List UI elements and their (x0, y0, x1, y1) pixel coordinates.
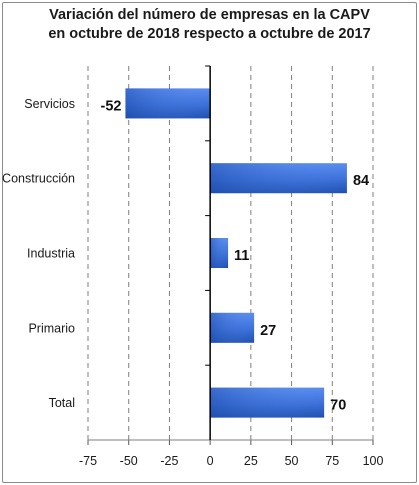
data-label: -52 (100, 98, 121, 114)
bar-shade-servicios (125, 88, 211, 119)
category-label: Industria (27, 247, 75, 261)
x-tick-label: 0 (207, 454, 214, 468)
axes (87, 65, 374, 445)
category-label: Construcción (2, 172, 75, 186)
chart-title-line-1: Variación del número de empresas en la C… (49, 7, 370, 23)
data-label: 11 (234, 248, 249, 264)
chart-title-line-2: en octubre de 2018 respecto a octubre de… (48, 26, 371, 42)
gridlines (87, 66, 374, 440)
data-label: 84 (353, 173, 369, 189)
x-tick-label: 100 (363, 454, 384, 468)
x-tick-label: 25 (244, 454, 258, 468)
data-label: 70 (330, 398, 346, 414)
bar-shade-construcción (210, 163, 347, 194)
bar-shade-primario (210, 312, 255, 343)
x-tick-label: 50 (285, 454, 299, 468)
x-tick-label: -50 (120, 454, 138, 468)
data-label: 27 (260, 323, 276, 339)
chart-title: Variación del número de empresas en la C… (0, 6, 419, 44)
x-tick-label: -75 (79, 454, 97, 468)
category-label: Total (49, 396, 75, 410)
x-tick-label: -25 (160, 454, 178, 468)
labels: -75 -50 -25 0 25 50 75 100 Servicios -52 Construcc… (2, 97, 383, 468)
category-label: Primario (28, 321, 75, 335)
bar-shade-total (210, 387, 325, 418)
category-label: Servicios (24, 97, 75, 111)
x-tick-label: 75 (325, 454, 339, 468)
bars (125, 88, 347, 418)
bar-shade-industria (210, 238, 229, 268)
